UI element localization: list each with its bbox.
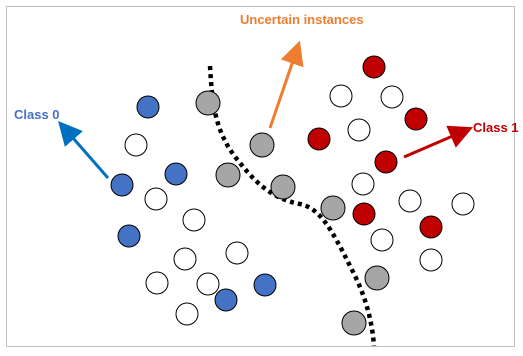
class0-point <box>214 288 238 312</box>
uncertain-arrow <box>268 40 304 129</box>
uncertain-points <box>195 90 390 336</box>
unlabeled-point <box>225 241 249 265</box>
unlabeled-point <box>329 84 353 108</box>
class1-point <box>419 215 443 239</box>
class0-point <box>253 273 277 297</box>
unlabeled-point <box>347 118 371 142</box>
class1-point <box>362 55 386 79</box>
class0-arrow <box>58 120 110 179</box>
unlabeled-points <box>124 84 475 326</box>
class1-point <box>352 202 376 226</box>
class1-point <box>404 107 428 131</box>
uncertain-point <box>270 174 296 200</box>
unlabeled-point <box>124 133 148 157</box>
uncertain-instances-label: Uncertain instances <box>240 12 364 27</box>
uncertain-point <box>249 132 275 158</box>
decision-boundary <box>207 65 377 347</box>
unlabeled-point <box>173 247 197 271</box>
class0-point <box>136 95 160 119</box>
unlabeled-point <box>145 271 169 295</box>
class1-point <box>307 127 331 151</box>
unlabeled-point <box>398 189 422 213</box>
class1-points <box>307 55 443 239</box>
class0-label: Class 0 <box>14 107 60 122</box>
class0-points <box>110 95 277 312</box>
unlabeled-point <box>451 192 475 216</box>
uncertain-point <box>341 310 367 336</box>
unlabeled-point <box>351 172 375 196</box>
unlabeled-point <box>175 302 199 326</box>
class1-arrow <box>403 125 474 159</box>
class1-label: Class 1 <box>473 120 519 135</box>
class0-point <box>110 173 134 197</box>
uncertain-point <box>364 265 390 291</box>
unlabeled-point <box>370 228 394 252</box>
diagram-frame <box>6 6 515 347</box>
uncertain-point <box>320 195 346 221</box>
uncertain-point <box>215 162 241 188</box>
class0-point <box>164 162 188 186</box>
unlabeled-point <box>182 208 206 232</box>
unlabeled-point <box>196 272 220 296</box>
class0-point <box>117 224 141 248</box>
unlabeled-point <box>419 248 443 272</box>
uncertain-point <box>195 90 221 116</box>
class1-point <box>374 150 398 174</box>
unlabeled-point <box>144 187 168 211</box>
unlabeled-point <box>380 85 404 109</box>
